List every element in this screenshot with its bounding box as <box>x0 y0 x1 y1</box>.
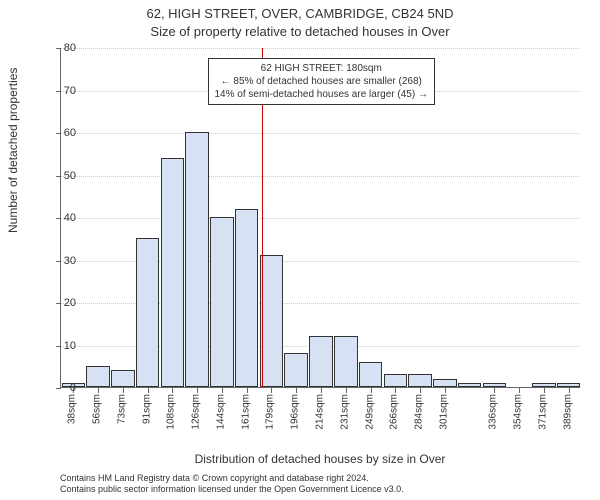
x-tick-label: 284sqm <box>414 394 425 430</box>
x-tick-label: 249sqm <box>364 394 375 430</box>
histogram-bar <box>210 217 234 387</box>
histogram-bar <box>483 383 507 387</box>
x-tick-label: 371sqm <box>537 394 548 430</box>
y-tick-label: 60 <box>46 127 76 139</box>
y-tick-label: 10 <box>46 340 76 352</box>
x-tick-label: 144sqm <box>215 394 226 430</box>
histogram-bar <box>557 383 581 387</box>
histogram-bar <box>86 366 110 387</box>
gridline <box>61 176 580 177</box>
histogram-bar <box>235 209 259 388</box>
x-tick-label: 56sqm <box>92 394 103 424</box>
x-axis-label: Distribution of detached houses by size … <box>60 452 580 466</box>
y-tick-label: 50 <box>46 170 76 182</box>
histogram-bar <box>284 353 308 387</box>
x-tick-label: 214sqm <box>315 394 326 430</box>
y-tick-label: 70 <box>46 85 76 97</box>
annotation-line: 62 HIGH STREET: 180sqm <box>215 62 428 75</box>
y-tick-label: 40 <box>46 212 76 224</box>
plot-area: 62 HIGH STREET: 180sqm← 85% of detached … <box>60 48 580 388</box>
x-tick-label: 301sqm <box>438 394 449 430</box>
x-tick-label: 354sqm <box>513 394 524 430</box>
x-tick-label: 179sqm <box>265 394 276 430</box>
annotation-box: 62 HIGH STREET: 180sqm← 85% of detached … <box>208 58 435 105</box>
x-tick-label: 266sqm <box>389 394 400 430</box>
x-tick-label: 231sqm <box>339 394 350 430</box>
y-tick-label: 0 <box>46 382 76 394</box>
y-tick-label: 20 <box>46 297 76 309</box>
chart-subtitle: Size of property relative to detached ho… <box>0 24 600 39</box>
histogram-bar <box>433 379 457 388</box>
histogram-chart: 62, HIGH STREET, OVER, CAMBRIDGE, CB24 5… <box>0 0 600 500</box>
x-tick-label: 126sqm <box>191 394 202 430</box>
y-tick-label: 30 <box>46 255 76 267</box>
x-tick-label: 336sqm <box>488 394 499 430</box>
histogram-bar <box>260 255 284 387</box>
footer-line-1: Contains HM Land Registry data © Crown c… <box>60 473 580 485</box>
histogram-bar <box>111 370 135 387</box>
x-tick-label: 196sqm <box>290 394 301 430</box>
histogram-bar <box>334 336 358 387</box>
gridline <box>61 48 580 49</box>
histogram-bar <box>408 374 432 387</box>
histogram-bar <box>359 362 383 388</box>
histogram-bar <box>532 383 556 387</box>
annotation-line: ← 85% of detached houses are smaller (26… <box>215 75 428 88</box>
annotation-line: 14% of semi-detached houses are larger (… <box>215 88 428 101</box>
footer-line-2: Contains public sector information licen… <box>60 484 580 496</box>
histogram-bar <box>185 132 209 387</box>
histogram-bar <box>161 158 185 388</box>
histogram-bar <box>384 374 408 387</box>
x-tick-label: 38sqm <box>67 394 78 424</box>
x-tick-label: 73sqm <box>116 394 127 424</box>
gridline <box>61 218 580 219</box>
chart-title: 62, HIGH STREET, OVER, CAMBRIDGE, CB24 5… <box>0 6 600 21</box>
footer-attribution: Contains HM Land Registry data © Crown c… <box>60 473 580 496</box>
gridline <box>61 133 580 134</box>
y-axis-label: Number of detached properties <box>6 68 20 233</box>
histogram-bar <box>458 383 482 387</box>
x-tick-label: 91sqm <box>141 394 152 424</box>
y-tick-label: 80 <box>46 42 76 54</box>
histogram-bar <box>309 336 333 387</box>
histogram-bar <box>136 238 160 387</box>
x-tick-label: 108sqm <box>166 394 177 430</box>
x-tick-label: 389sqm <box>562 394 573 430</box>
x-tick-label: 161sqm <box>240 394 251 430</box>
